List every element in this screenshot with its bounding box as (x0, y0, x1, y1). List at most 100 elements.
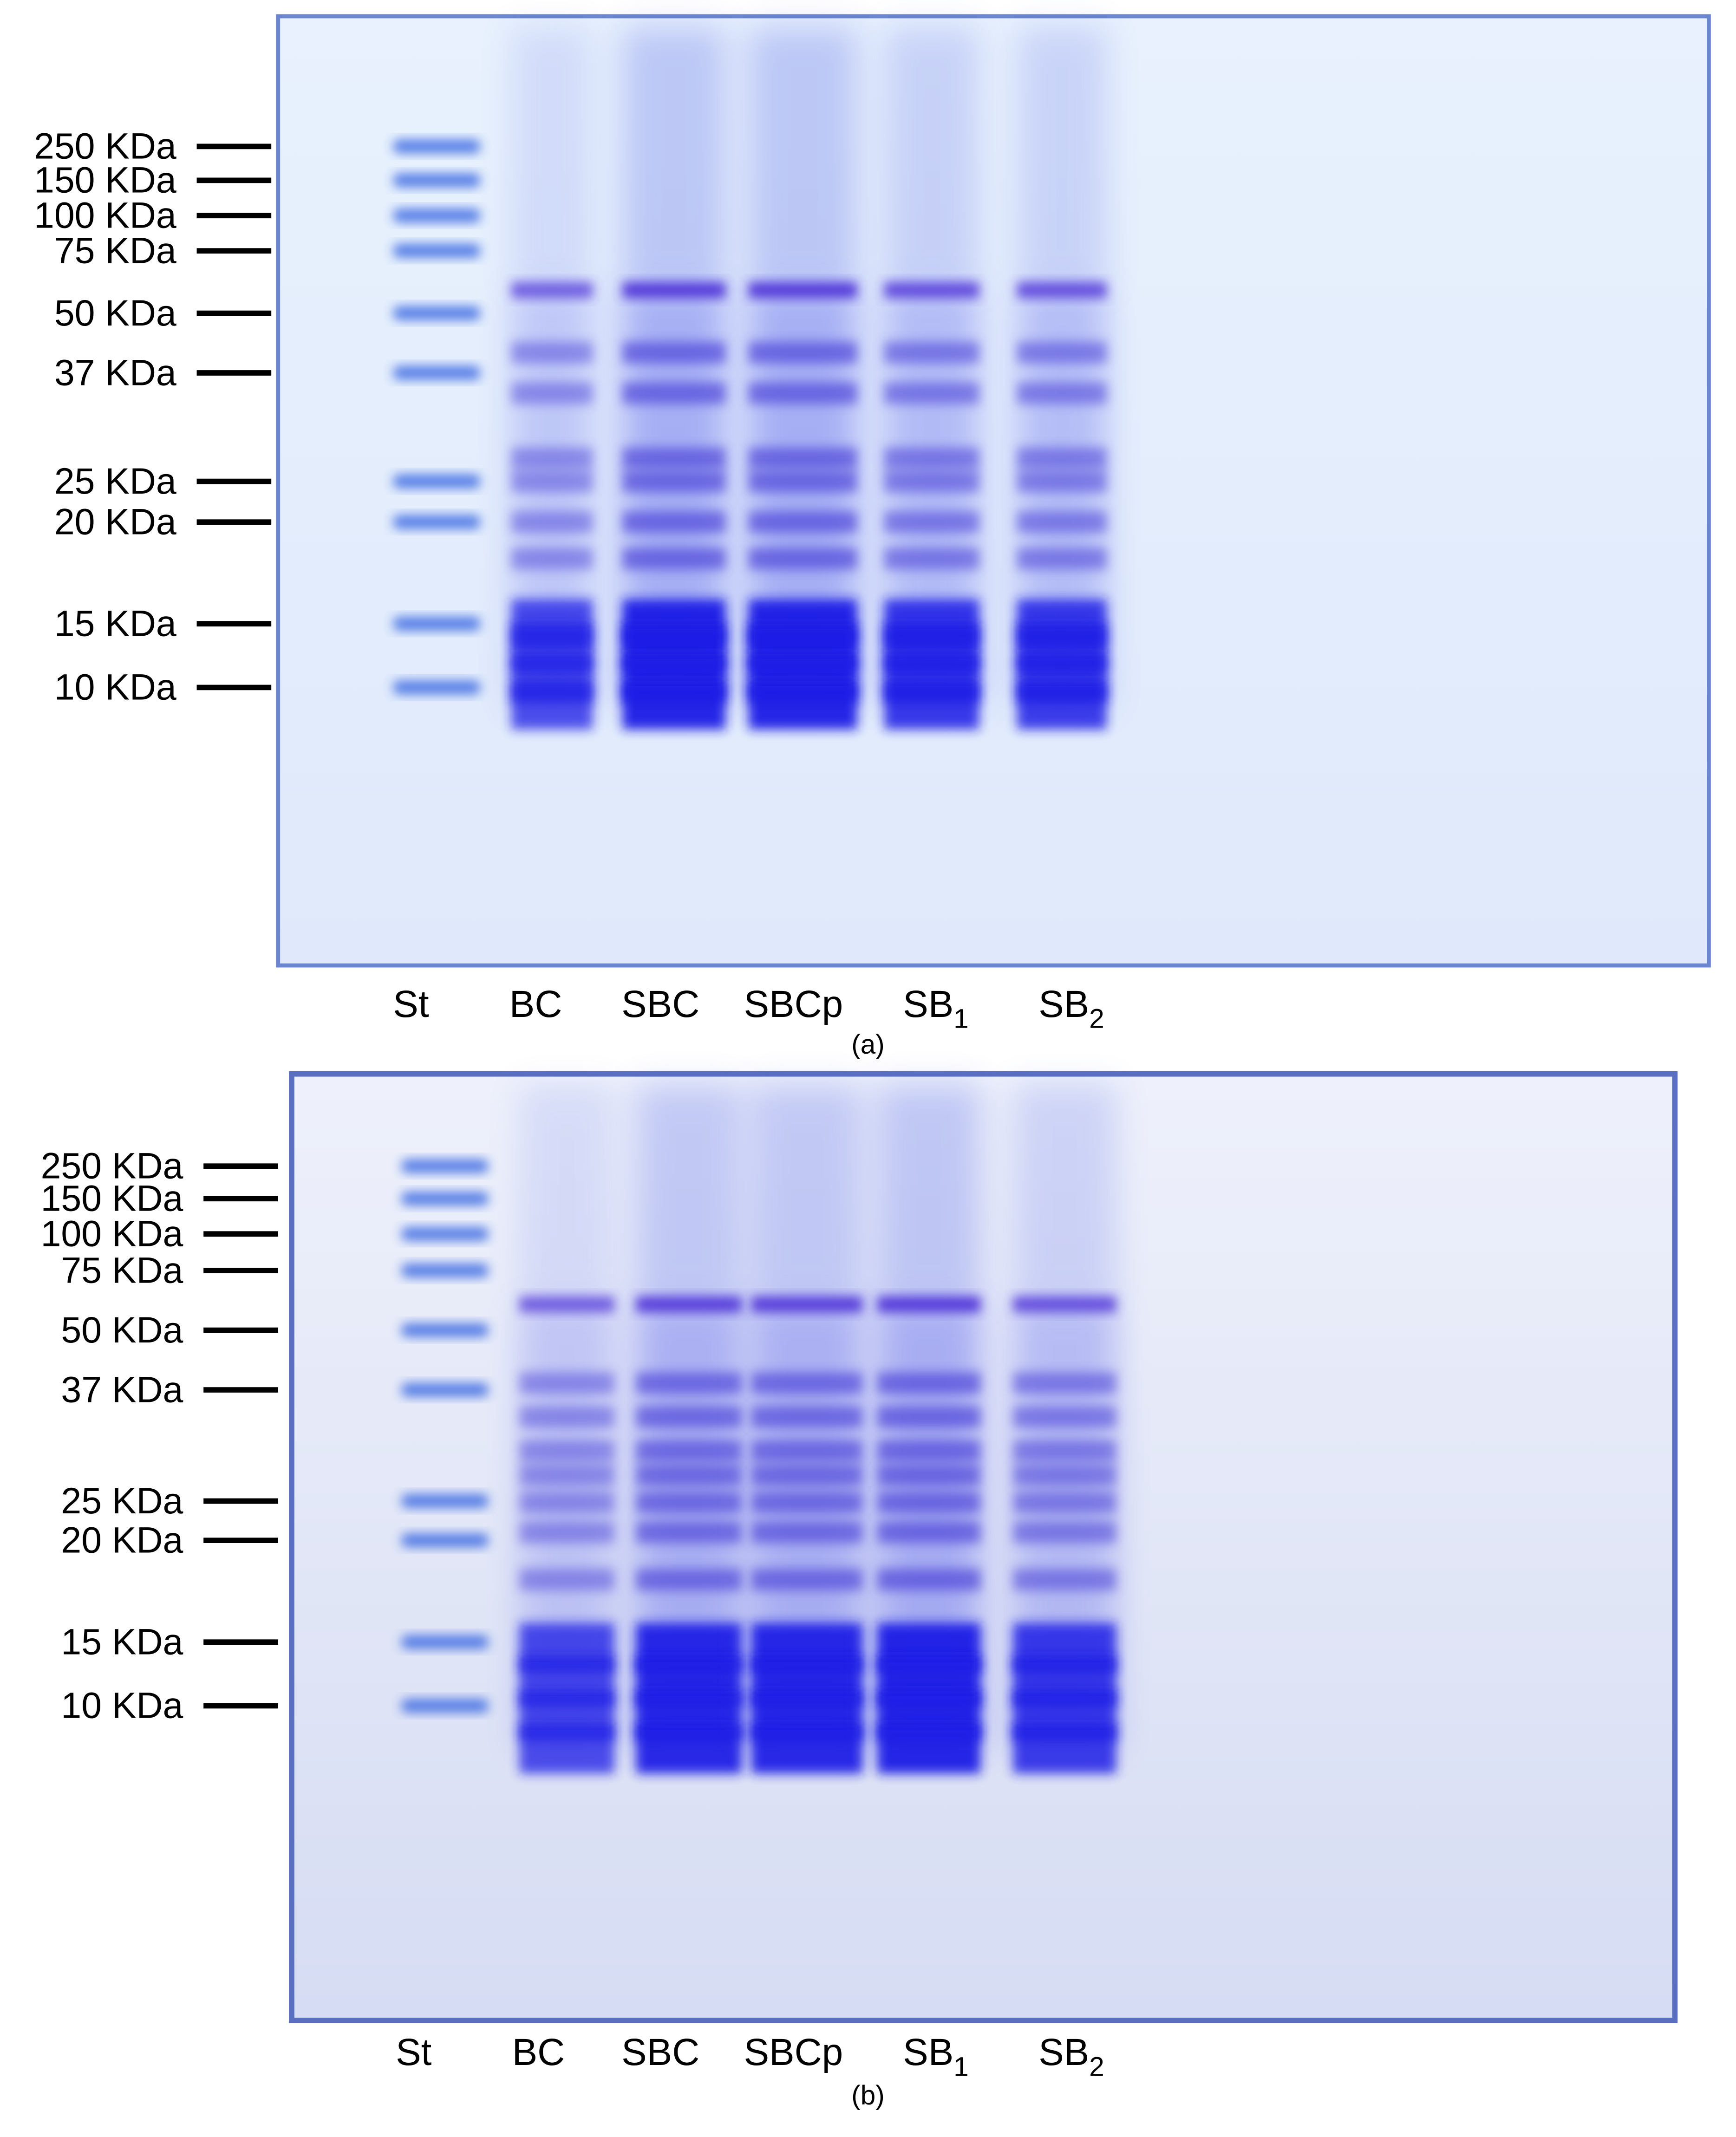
smear (622, 27, 726, 290)
band (1017, 282, 1107, 299)
band (877, 1372, 981, 1394)
band (511, 282, 593, 299)
ladder-band (401, 1383, 489, 1397)
marker-label: 250 KDa (34, 126, 176, 167)
marker-label: 50 KDa (54, 293, 176, 333)
band (636, 1372, 742, 1394)
marker-label: 75 KDa (54, 230, 176, 271)
band (1013, 1492, 1116, 1513)
lane-label: SB2 (1038, 2031, 1104, 2082)
marker-label: 150 KDa (41, 1178, 183, 1219)
band (622, 447, 726, 469)
lane-label: BC (509, 983, 562, 1025)
ladder-band (401, 1533, 489, 1547)
lane-label: St (393, 983, 429, 1025)
lane-subscript: 2 (1089, 2052, 1104, 2082)
lane-name: SBC (621, 2031, 699, 2073)
smear (877, 1085, 981, 1305)
band (511, 680, 593, 730)
marker-label: 50 KDa (61, 1310, 183, 1350)
marker-label: 10 KDa (54, 667, 176, 708)
band (1013, 1296, 1116, 1313)
band (884, 511, 979, 533)
marker-label: 15 KDa (54, 603, 176, 644)
band (884, 470, 979, 492)
band (511, 511, 593, 533)
ladder-band (401, 1635, 489, 1649)
band (511, 547, 593, 570)
smear (1013, 1085, 1116, 1305)
marker-label: 20 KDa (61, 1519, 183, 1560)
ladder-band (393, 139, 480, 153)
ladder-band (401, 1192, 489, 1205)
lane-name: St (393, 983, 429, 1025)
smear (636, 1085, 742, 1305)
band (636, 1440, 742, 1462)
marker-label: 20 KDa (54, 502, 176, 542)
marker-label: 100 KDa (41, 1213, 183, 1254)
ladder-band (401, 1494, 489, 1508)
lane-label: SBC (621, 2031, 699, 2073)
band (751, 1725, 863, 1774)
gel-b (289, 1071, 1678, 2023)
band (884, 282, 979, 299)
lane-label: SBCp (744, 2031, 843, 2073)
band (751, 1492, 863, 1513)
band (1017, 680, 1107, 730)
band (751, 1372, 863, 1394)
ladder-band (393, 366, 480, 380)
band (622, 282, 726, 299)
band (1017, 470, 1107, 492)
marker-label: 10 KDa (61, 1685, 183, 1726)
band (1013, 1406, 1116, 1428)
band (636, 1521, 742, 1544)
ladder-band (393, 244, 480, 258)
band (622, 470, 726, 492)
band (519, 1464, 614, 1486)
band (636, 1725, 742, 1774)
band (751, 1464, 863, 1486)
smear (1017, 27, 1107, 290)
band (1017, 447, 1107, 469)
band (884, 680, 979, 730)
band (884, 341, 979, 364)
band (749, 382, 857, 404)
band (636, 1464, 742, 1486)
band (511, 447, 593, 469)
band (751, 1569, 863, 1591)
band (1013, 1440, 1116, 1462)
gel-a (276, 14, 1711, 968)
band (1017, 511, 1107, 533)
ladder-band (401, 1159, 489, 1173)
band (519, 1372, 614, 1394)
band (877, 1521, 981, 1544)
band (636, 1406, 742, 1428)
band (1017, 341, 1107, 364)
band (877, 1406, 981, 1428)
marker-label: 100 KDa (34, 195, 176, 236)
lane-name: BC (512, 2031, 565, 2073)
band (1013, 1569, 1116, 1591)
lane-label: SB1 (903, 983, 969, 1034)
band (622, 511, 726, 533)
smear (749, 27, 857, 290)
lane-label: BC (512, 2031, 565, 2073)
band (622, 680, 726, 730)
band (519, 1569, 614, 1591)
band (511, 382, 593, 404)
band (884, 447, 979, 469)
band (751, 1521, 863, 1544)
band (636, 1296, 742, 1313)
band (749, 470, 857, 492)
band (751, 1440, 863, 1462)
ladder-band (393, 617, 480, 631)
lane-name: SBCp (744, 983, 843, 1025)
band (1013, 1725, 1116, 1774)
band (749, 447, 857, 469)
marker-label: 75 KDa (61, 1250, 183, 1290)
marker-label: 25 KDa (54, 461, 176, 502)
lane-label: SBCp (744, 983, 843, 1025)
band (622, 382, 726, 404)
